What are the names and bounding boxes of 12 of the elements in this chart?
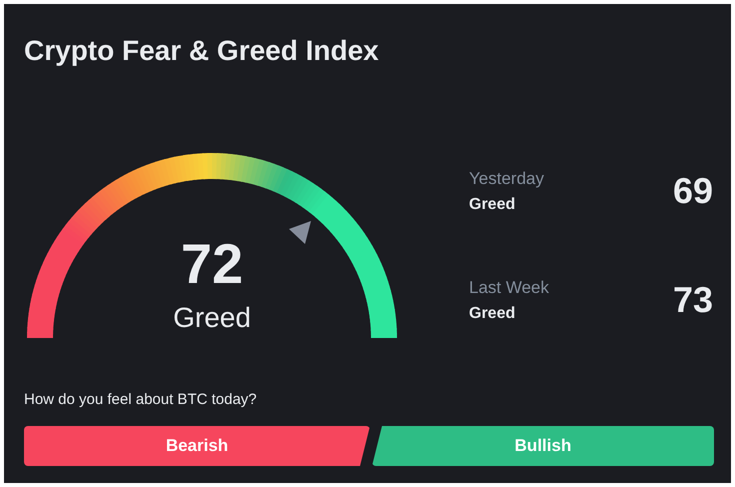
text: Greed (173, 302, 251, 333)
data-label: 73 (672, 279, 713, 320)
category-label: Last Week (469, 278, 550, 297)
text: Greed (469, 305, 516, 322)
text: How do you feel about BTC today? (24, 391, 257, 408)
text: Bearish (24, 426, 370, 466)
text: Crypto Fear & Greed Index (24, 35, 380, 66)
text: Greed (469, 196, 516, 213)
text: Bullish (372, 426, 714, 466)
category-label: Yesterday (469, 169, 544, 188)
data-label: 69 (672, 170, 713, 211)
data-label: 72 (180, 232, 244, 295)
